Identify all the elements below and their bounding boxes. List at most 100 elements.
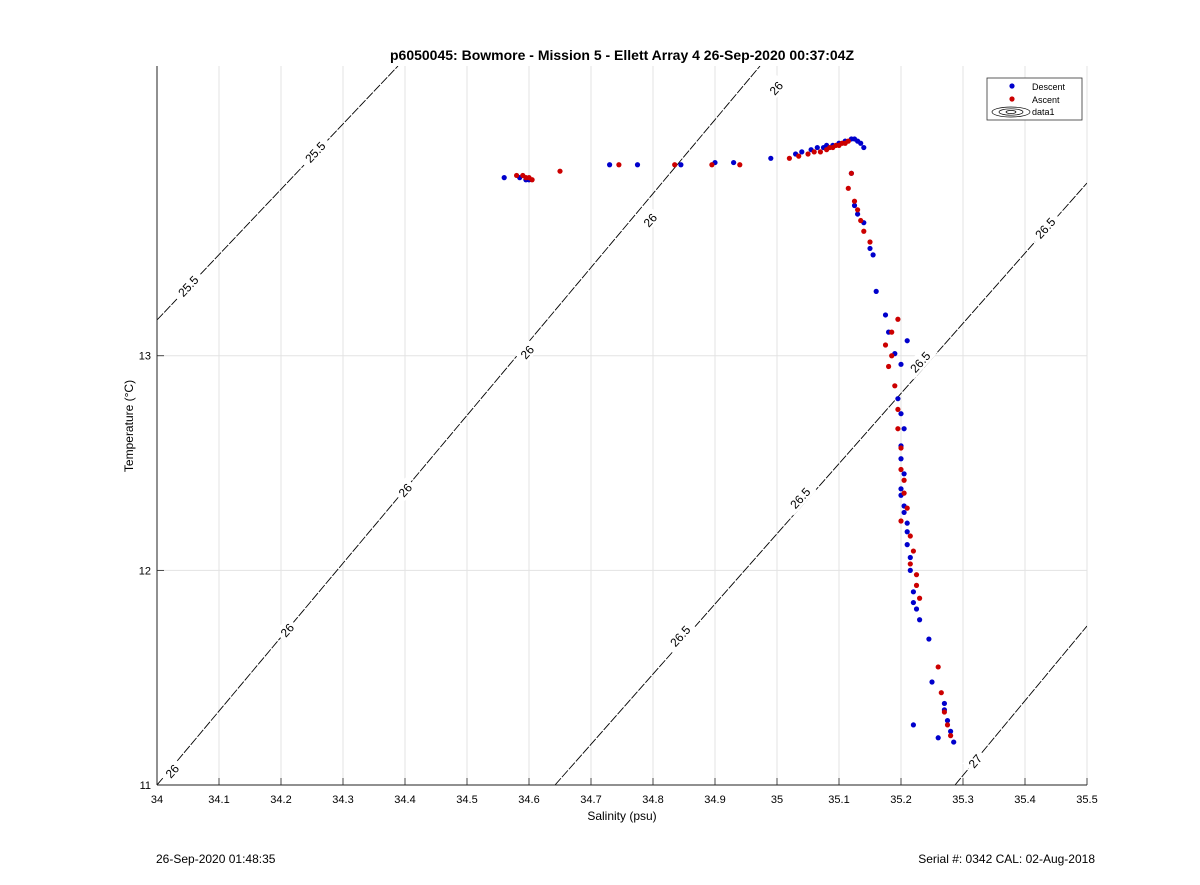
data-point bbox=[851, 202, 858, 209]
data-point bbox=[731, 159, 737, 166]
data-point bbox=[861, 228, 867, 234]
contour-label-bg bbox=[392, 477, 417, 503]
data-series bbox=[501, 136, 957, 745]
data-point bbox=[895, 396, 901, 402]
data-point bbox=[926, 636, 932, 642]
data-point bbox=[941, 709, 948, 715]
data-point bbox=[898, 411, 904, 417]
data-point bbox=[892, 383, 898, 389]
data-point bbox=[901, 509, 907, 516]
data-point bbox=[796, 153, 802, 159]
data-point bbox=[904, 520, 910, 526]
contour-label-bg bbox=[170, 268, 205, 304]
y-axis-label: Temperature (°C) bbox=[122, 380, 136, 472]
x-tick-labels: 34 34.1 34.2 34.3 34.4 34.5 34.6 34.7 34.8 34.9 35… bbox=[151, 794, 1098, 806]
data-point bbox=[557, 168, 563, 174]
legend-label-ascent: Ascent bbox=[1032, 95, 1060, 105]
contour-label: 26 bbox=[514, 339, 539, 365]
x-tick-label: 34.2 bbox=[270, 794, 291, 806]
data-point bbox=[882, 342, 889, 348]
legend-marker-ascent bbox=[1009, 96, 1015, 102]
contour-label-bg bbox=[662, 618, 697, 654]
data-point bbox=[898, 518, 904, 524]
data-point bbox=[907, 554, 913, 561]
data-point bbox=[944, 722, 951, 728]
axes bbox=[156, 66, 1088, 786]
legend-marker-descent bbox=[1009, 83, 1015, 89]
data-point bbox=[845, 138, 851, 144]
data-point bbox=[895, 426, 901, 432]
data-point bbox=[848, 170, 855, 176]
data-point bbox=[898, 486, 904, 492]
footer-timestamp: 26-Sep-2020 01:48:35 bbox=[156, 852, 276, 866]
data-point bbox=[935, 735, 941, 741]
data-point bbox=[678, 162, 684, 168]
data-point bbox=[889, 353, 895, 359]
x-tick-label: 34.4 bbox=[394, 794, 415, 806]
data-point bbox=[786, 155, 793, 161]
density-contour-line bbox=[157, 66, 761, 785]
contour-label-bg bbox=[637, 207, 662, 233]
data-point bbox=[709, 162, 715, 168]
y-tick-label: 11 bbox=[140, 780, 151, 792]
contour-label: 26 bbox=[763, 75, 788, 101]
data-point bbox=[898, 466, 904, 473]
contour-label-bg bbox=[274, 617, 299, 643]
contour-label-bg bbox=[1027, 210, 1062, 246]
data-point bbox=[873, 288, 879, 294]
data-point bbox=[948, 728, 954, 734]
data-point bbox=[901, 477, 907, 483]
data-point bbox=[901, 471, 907, 477]
data-point bbox=[855, 207, 861, 213]
data-point bbox=[811, 149, 817, 155]
contour-label: 26 bbox=[159, 758, 184, 784]
data-point bbox=[867, 245, 873, 252]
data-point bbox=[768, 155, 774, 161]
data-point bbox=[886, 363, 892, 370]
contour-label: 26 bbox=[392, 477, 417, 503]
data-point bbox=[901, 490, 907, 496]
data-point bbox=[907, 533, 913, 539]
data-point bbox=[944, 718, 951, 724]
data-point bbox=[607, 162, 613, 168]
x-tick-label: 34.5 bbox=[456, 794, 477, 806]
data-point bbox=[898, 456, 904, 462]
x-tick-label: 35.3 bbox=[952, 794, 973, 806]
data-point bbox=[901, 426, 907, 432]
contour-label: 27 bbox=[962, 748, 987, 774]
data-point bbox=[904, 529, 910, 535]
data-point bbox=[898, 361, 904, 367]
x-tick-label: 34.9 bbox=[704, 794, 725, 806]
chart-title: p6050045: Bowmore - Mission 5 - Ellett A… bbox=[390, 47, 854, 63]
contour-label-bg bbox=[763, 75, 788, 101]
x-tick-label: 34.3 bbox=[332, 794, 353, 806]
data-point bbox=[529, 177, 535, 183]
data-point bbox=[858, 140, 864, 146]
x-tick-label: 34 bbox=[151, 794, 163, 806]
data-point bbox=[672, 162, 678, 168]
x-tick-label: 34.8 bbox=[642, 794, 663, 806]
data-point bbox=[737, 162, 743, 168]
y-tick-label: 12 bbox=[139, 565, 151, 577]
contour-icon bbox=[991, 106, 1031, 118]
data-point bbox=[855, 211, 861, 217]
y-tick-labels: 11 12 13 bbox=[139, 351, 151, 792]
data-point bbox=[948, 733, 954, 739]
data-point bbox=[870, 252, 876, 258]
data-point bbox=[861, 144, 867, 151]
y-tick-label: 13 bbox=[139, 351, 151, 363]
contour-label: 26 bbox=[637, 207, 662, 233]
data-point bbox=[898, 445, 904, 451]
contour-label: 26 bbox=[274, 617, 299, 643]
data-point bbox=[851, 198, 858, 204]
x-tick-label: 35.4 bbox=[1014, 794, 1035, 806]
x-tick-label: 35.2 bbox=[890, 794, 911, 806]
data-point bbox=[904, 542, 910, 548]
data-point bbox=[882, 312, 889, 318]
data-point bbox=[938, 690, 944, 696]
density-contour-line bbox=[554, 182, 1087, 785]
data-point bbox=[917, 617, 923, 623]
legend-label-descent: Descent bbox=[1032, 82, 1066, 92]
x-tick-label: 35 bbox=[771, 794, 783, 806]
